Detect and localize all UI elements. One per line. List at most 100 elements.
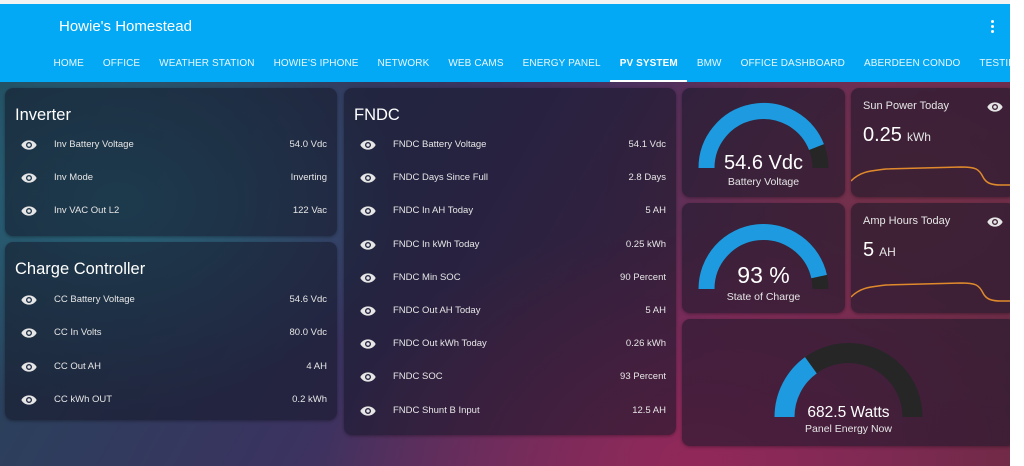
state-of-charge-gauge[interactable]: 93 % State of Charge: [682, 203, 845, 313]
entity-value: 4 AH: [306, 360, 327, 372]
sun-power-sensor-card[interactable]: Sun Power Today 0.25 kWh: [851, 88, 1015, 197]
entity-value: 93 Percent: [620, 371, 666, 383]
eye-icon[interactable]: [987, 216, 1003, 228]
entity-row[interactable]: CC In Volts 80.0 Vdc: [5, 323, 337, 343]
sensor-value: 0.25 kWh: [863, 124, 931, 146]
tab-testing[interactable]: TESTING: [979, 58, 1024, 69]
dots-vertical-icon[interactable]: [984, 18, 1000, 36]
amp-hours-sensor-card[interactable]: Amp Hours Today 5 AH: [851, 203, 1015, 313]
tab-weather-station[interactable]: WEATHER STATION: [159, 58, 255, 69]
entity-row[interactable]: CC Out AH 4 AH: [5, 357, 337, 377]
sensor-name: Sun Power Today: [863, 100, 950, 112]
card-title: Charge Controller: [15, 260, 146, 278]
entity-row[interactable]: FNDC Days Since Full 2.8 Days: [344, 168, 676, 188]
eye-icon[interactable]: [360, 338, 376, 350]
entity-label: Inv Mode: [54, 172, 94, 183]
entity-label: FNDC Min SOC: [393, 271, 461, 283]
card-title: FNDC: [354, 106, 400, 124]
entity-label: FNDC Shunt B Input: [393, 404, 480, 416]
entity-row[interactable]: FNDC In kWh Today 0.25 kWh: [344, 235, 676, 255]
app-header: Howie's Homestead HOME OFFICE WEATHER STAT…: [0, 4, 1023, 82]
entity-label: CC In Volts: [54, 327, 102, 339]
entity-row[interactable]: FNDC In AH Today 5 AH: [344, 201, 676, 221]
eye-icon[interactable]: [360, 405, 376, 417]
app-title: Howie's Homestead: [59, 18, 192, 35]
eye-icon[interactable]: [21, 327, 37, 339]
entity-label: FNDC Out kWh Today: [393, 338, 487, 350]
eye-icon[interactable]: [360, 172, 376, 184]
entity-value: 0.26 kWh: [625, 338, 666, 350]
gauge-value: 54.6 Vdc: [724, 152, 803, 174]
tab-pv-system[interactable]: PV SYSTEM: [610, 56, 688, 82]
panel-energy-gauge[interactable]: 682.5 Watts Panel Energy Now: [682, 319, 1015, 446]
entity-value: 5 AH: [645, 205, 666, 217]
entity-label: CC kWh OUT: [54, 393, 113, 405]
sparkline: [851, 282, 1015, 302]
entity-row[interactable]: FNDC Out AH Today 5 AH: [344, 301, 676, 321]
entity-value: 5 AH: [645, 305, 666, 316]
eye-icon[interactable]: [360, 272, 376, 284]
tab-howie-s-iphone[interactable]: HOWIE'S IPHONE: [273, 58, 359, 69]
tab-home[interactable]: HOME: [53, 58, 84, 69]
entity-value: 80.0 Vdc: [289, 327, 328, 339]
gauge-arc: [698, 224, 829, 290]
eye-icon[interactable]: [21, 394, 37, 406]
gauge-value: 682.5 Watts: [807, 404, 890, 421]
charge-controller-card: Charge Controller CC Battery Voltage 54.6…: [5, 242, 337, 420]
eye-icon[interactable]: [360, 371, 376, 383]
entity-value: 90 Percent: [620, 271, 666, 283]
eye-icon[interactable]: [21, 205, 37, 217]
eye-icon[interactable]: [21, 139, 37, 151]
eye-icon[interactable]: [21, 294, 37, 306]
entity-row[interactable]: CC kWh OUT 0.2 kWh: [5, 390, 337, 410]
sensor-name: Amp Hours Today: [863, 215, 951, 227]
gauge-label: Battery Voltage: [727, 176, 800, 188]
entity-row[interactable]: Inv Battery Voltage 54.0 Vdc: [5, 135, 337, 155]
eye-icon[interactable]: [360, 305, 376, 317]
tab-energy-panel[interactable]: ENERGY PANEL: [522, 58, 601, 69]
entity-label: Inv VAC Out L2: [54, 205, 120, 216]
entity-value: 12.5 AH: [632, 404, 666, 416]
entity-row[interactable]: CC Battery Voltage 54.6 Vdc: [5, 290, 337, 310]
entity-label: FNDC Out AH Today: [393, 305, 481, 316]
eye-icon[interactable]: [21, 361, 37, 373]
sparkline: [851, 166, 1015, 186]
entity-row[interactable]: FNDC SOC 93 Percent: [344, 367, 676, 387]
entity-row[interactable]: FNDC Shunt B Input 12.5 AH: [344, 401, 676, 421]
sensor-value: 5 AH: [863, 239, 896, 261]
gauge-label: Panel Energy Now: [805, 423, 892, 435]
gauge-value: 93 %: [737, 262, 790, 288]
eye-icon[interactable]: [987, 101, 1003, 113]
tab-network[interactable]: NETWORK: [377, 58, 430, 69]
tab-office[interactable]: OFFICE: [102, 58, 141, 69]
entity-row[interactable]: Inv VAC Out L2 122 Vac: [5, 201, 337, 221]
entity-label: FNDC In AH Today: [393, 205, 474, 217]
entity-label: FNDC In kWh Today: [393, 238, 480, 250]
tab-office-dashboard[interactable]: OFFICE DASHBOARD: [740, 58, 845, 69]
entity-row[interactable]: FNDC Min SOC 90 Percent: [344, 268, 676, 288]
entity-value: 54.6 Vdc: [289, 294, 328, 305]
eye-icon[interactable]: [360, 205, 376, 217]
entity-label: FNDC SOC: [393, 371, 443, 383]
eye-icon[interactable]: [360, 239, 376, 251]
entity-value: 54.1 Vdc: [628, 139, 667, 150]
tab-bmw[interactable]: BMW: [696, 58, 722, 69]
eye-icon[interactable]: [360, 139, 376, 151]
gauge-arc: [698, 103, 829, 169]
tab-web-cams[interactable]: WEB CAMS: [448, 58, 504, 69]
entity-value: 122 Vac: [292, 205, 327, 216]
entity-row[interactable]: FNDC Out kWh Today 0.26 kWh: [344, 334, 676, 354]
inverter-card: Inverter Inv Battery Voltage 54.0 Vdc Inv …: [5, 88, 337, 236]
entity-row[interactable]: Inv Mode Inverting: [5, 168, 337, 188]
entity-value: 2.8 Days: [628, 172, 667, 184]
eye-icon[interactable]: [21, 172, 37, 184]
gauge-label: State of Charge: [726, 291, 801, 303]
top-strip: [0, 0, 1024, 4]
fndc-card: FNDC FNDC Battery Voltage 54.1 Vdc FNDC Da…: [344, 88, 676, 435]
entity-label: Inv Battery Voltage: [54, 139, 134, 150]
battery-voltage-gauge[interactable]: 54.6 Vdc Battery Voltage: [682, 88, 845, 197]
tab-aberdeen-condo[interactable]: ABERDEEN CONDO: [863, 58, 961, 69]
view-tabs: HOME OFFICE WEATHER STATION HOWIE'S IPHONE N…: [44, 56, 1024, 82]
entity-label: CC Battery Voltage: [54, 294, 135, 305]
entity-row[interactable]: FNDC Battery Voltage 54.1 Vdc: [344, 135, 676, 155]
